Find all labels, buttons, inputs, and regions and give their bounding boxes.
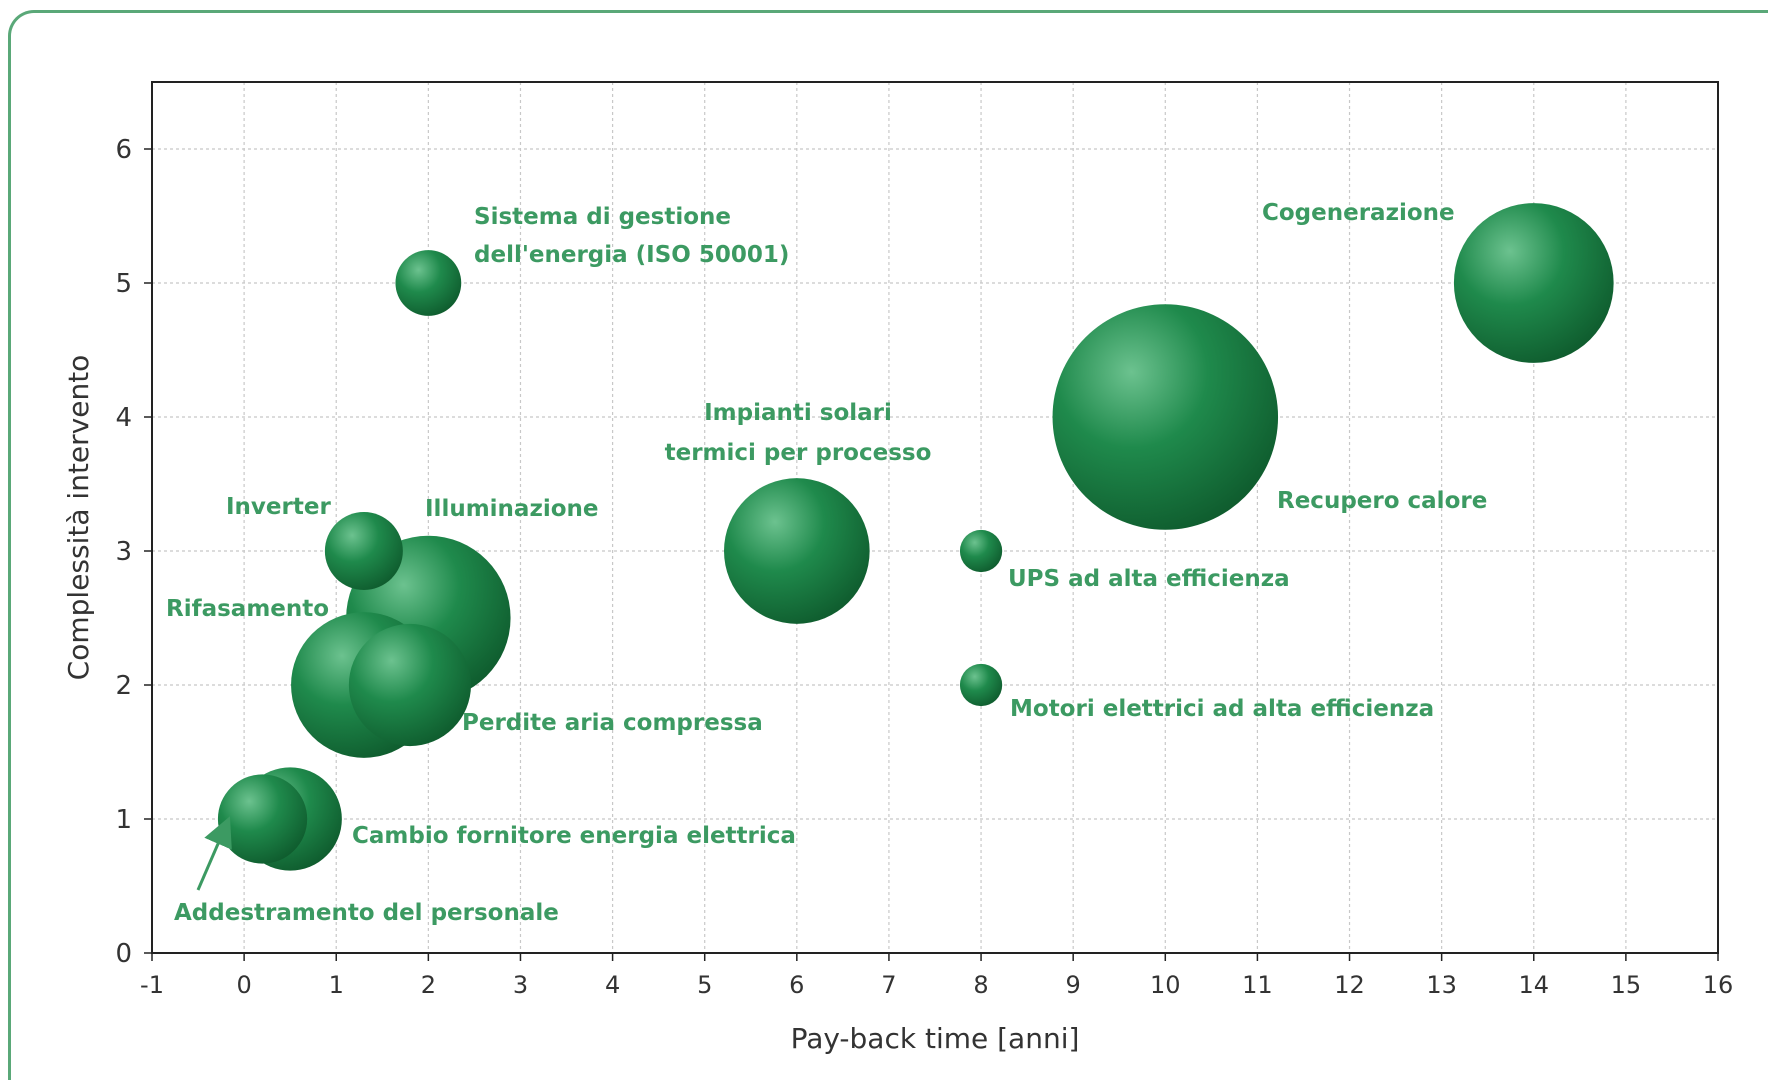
annotation-arrow bbox=[196, 816, 232, 891]
annotation-label: Cogenerazione bbox=[1262, 200, 1455, 226]
annotation-label: Recupero calore bbox=[1277, 488, 1487, 514]
plot-background bbox=[152, 82, 1718, 953]
x-tick-label: 2 bbox=[421, 971, 436, 999]
x-tick-label: 6 bbox=[789, 971, 804, 999]
annotation-layer: Sistema di gestione dell'energia (ISO 500… bbox=[166, 200, 1487, 926]
y-tick-label: 0 bbox=[115, 939, 132, 969]
x-tick-label: -1 bbox=[140, 971, 164, 999]
annotation-label: Inverter bbox=[226, 494, 331, 520]
annotation-label: Impianti solari bbox=[704, 400, 892, 426]
annotation-label: UPS ad alta efficienza bbox=[1008, 566, 1290, 592]
chart-frame bbox=[8, 10, 1768, 1080]
bubble-inverter bbox=[324, 512, 403, 590]
x-tick-label: 8 bbox=[973, 971, 988, 999]
bubble-addestramento-del-personale bbox=[217, 774, 308, 864]
x-tick-label: 3 bbox=[513, 971, 528, 999]
x-tick-label: 15 bbox=[1611, 971, 1642, 999]
plot-area bbox=[152, 82, 1718, 953]
annotation-label: termici per processo bbox=[665, 440, 932, 466]
annotation-label: Cambio fornitore energia elettrica bbox=[352, 823, 796, 849]
y-tick-label: 4 bbox=[115, 403, 132, 433]
bubbles-layer bbox=[217, 203, 1614, 871]
y-tick-label: 1 bbox=[115, 805, 132, 835]
x-tick-label: 7 bbox=[881, 971, 896, 999]
bubble-cogenerazione bbox=[1453, 203, 1614, 363]
annotation-label: Addestramento del personale bbox=[174, 900, 559, 926]
y-tick-label: 6 bbox=[115, 135, 132, 165]
x-tick-label: 16 bbox=[1703, 971, 1734, 999]
x-axis-label: Pay-back time [anni] bbox=[791, 1022, 1080, 1055]
annotation-label: Motori elettrici ad alta efficienza bbox=[1010, 696, 1434, 722]
x-tick-label: 10 bbox=[1150, 971, 1181, 999]
x-tick-label: 5 bbox=[697, 971, 712, 999]
annotation-label: dell'energia (ISO 50001) bbox=[474, 242, 789, 268]
y-tick-label: 5 bbox=[115, 269, 132, 299]
bubble-motori-elettrici-ad-alta-efficienza bbox=[959, 663, 1003, 707]
x-tick-label: 13 bbox=[1426, 971, 1457, 999]
annotation-label: Perdite aria compressa bbox=[462, 710, 763, 736]
x-tick-label: 14 bbox=[1518, 971, 1549, 999]
bubble-perdite-aria-compressa bbox=[348, 623, 472, 747]
x-tick-label: 12 bbox=[1334, 971, 1365, 999]
x-tick-label: 4 bbox=[605, 971, 620, 999]
annotation-label: Sistema di gestione bbox=[474, 204, 731, 230]
annotation-label: Rifasamento bbox=[166, 596, 329, 622]
y-axis-label: Complessità intervento bbox=[62, 355, 95, 681]
bubble-sistema-di-gestione-dell-energia-iso-50001- bbox=[395, 250, 462, 316]
bubble-recupero-calore bbox=[1052, 304, 1279, 530]
x-tick-label: 9 bbox=[1066, 971, 1081, 999]
x-tick-label: 0 bbox=[236, 971, 251, 999]
y-tick-label: 3 bbox=[115, 537, 132, 567]
bubble-impianti-solari-termici-per-processo bbox=[724, 478, 870, 624]
annotation-label: Illuminazione bbox=[425, 496, 599, 522]
y-tick-label: 2 bbox=[115, 671, 132, 701]
axes-layer: -1 0 1 2 3 4 5 6 7 8 9 10 11 12 13 14 15 160123456Pay-bac… bbox=[62, 81, 1734, 1055]
x-tick-label: 1 bbox=[329, 971, 344, 999]
bubble-ups-ad-alta-efficienza bbox=[959, 529, 1003, 573]
x-tick-label: 11 bbox=[1242, 971, 1273, 999]
plot-border bbox=[151, 81, 1719, 954]
